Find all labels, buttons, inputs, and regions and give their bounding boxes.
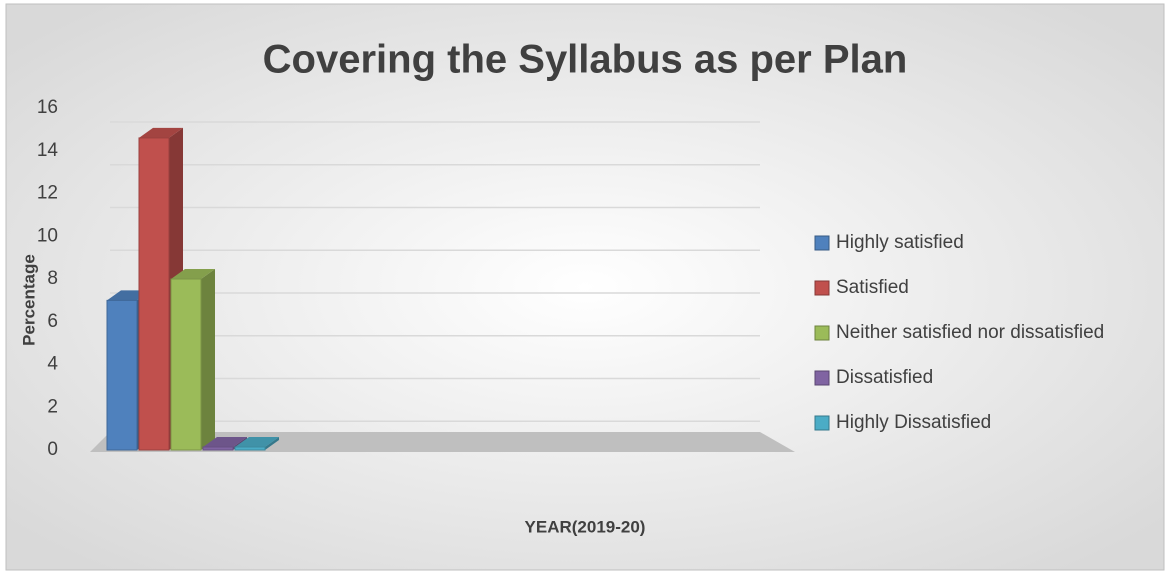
legend-label: Highly Dissatisfied bbox=[836, 412, 991, 433]
legend-label: Neither satisfied nor dissatisfied bbox=[836, 322, 1104, 343]
legend-swatch bbox=[814, 325, 830, 341]
bar-top bbox=[235, 437, 279, 447]
bar-top bbox=[139, 127, 183, 138]
bar-side bbox=[201, 269, 215, 450]
y-tick-label: 14 bbox=[37, 140, 59, 161]
bar-front bbox=[202, 446, 234, 451]
bar-front bbox=[138, 137, 170, 451]
y-axis-label: Percentage bbox=[19, 254, 38, 346]
legend-label: Dissatisfied bbox=[836, 367, 933, 388]
legend-swatch bbox=[814, 235, 830, 251]
legend-swatch bbox=[814, 280, 830, 296]
y-tick-label: 8 bbox=[47, 268, 58, 289]
bar bbox=[170, 269, 215, 451]
y-tick-label: 10 bbox=[37, 225, 58, 246]
y-tick-label: 2 bbox=[47, 396, 58, 417]
legend-label: Satisfied bbox=[836, 277, 909, 298]
x-axis-label: YEAR(2019-20) bbox=[525, 517, 646, 536]
y-tick-label: 4 bbox=[47, 354, 58, 375]
bar-top bbox=[171, 269, 215, 279]
legend-label: Highly satisfied bbox=[836, 232, 964, 253]
bar-front bbox=[106, 299, 138, 451]
y-tick-label: 16 bbox=[37, 97, 58, 118]
bar-top bbox=[203, 437, 247, 447]
chart-title: Covering the Syllabus as per Plan bbox=[263, 38, 908, 82]
bar-front bbox=[234, 446, 266, 451]
bar-side bbox=[265, 437, 279, 450]
y-tick-label: 0 bbox=[47, 439, 58, 460]
y-tick-label: 6 bbox=[47, 311, 58, 332]
legend-swatch bbox=[814, 370, 830, 386]
bar bbox=[234, 437, 279, 451]
legend-swatch bbox=[814, 415, 830, 431]
y-tick-label: 12 bbox=[37, 183, 58, 204]
bar-front bbox=[170, 278, 202, 451]
